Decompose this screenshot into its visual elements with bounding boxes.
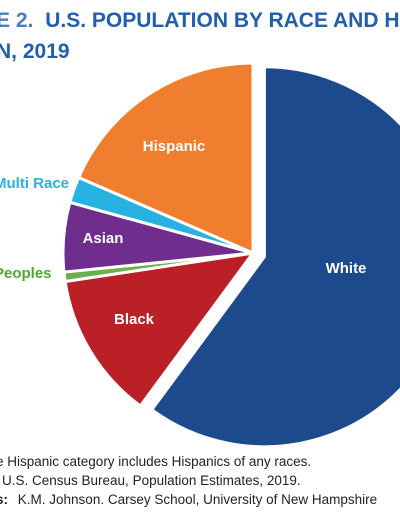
slice-label-peoples: Peoples <box>0 265 52 282</box>
chart-title: E 2. U.S. POPULATION BY RACE AND HISPAN … <box>0 9 400 63</box>
slice-label-black: Black <box>114 311 155 328</box>
slice-label-white: White <box>326 260 367 277</box>
svg-text:E 2. U.S. POPULATION BY: E 2. U.S. POPULATION BY RACE AND HISPAN <box>0 9 400 32</box>
svg-text:s: K.M. Johnson. Carsey: s: K.M. Johnson. Carsey School, Universi… <box>0 492 377 507</box>
slice-label-hispanic: Hispanic <box>143 138 206 155</box>
pie-slice-white <box>150 65 400 449</box>
slice-labels: Hispanic Multi Race Asian Peoples Black … <box>0 138 366 328</box>
footnotes: e Hispanic category includes Hispanics o… <box>0 454 377 507</box>
svg-text:U.S. Census Bureau, Population: U.S. Census Bureau, Population Estimates… <box>2 473 301 488</box>
pie-slice-hispanic <box>77 61 255 255</box>
note-text: e Hispanic category includes Hispanics o… <box>0 454 311 469</box>
credit-label: s: <box>0 492 8 507</box>
title-line-1: U.S. POPULATION BY RACE AND HISPAN <box>45 9 400 32</box>
source-text: U.S. Census Bureau, Population Estimates… <box>2 473 301 488</box>
credit-text: K.M. Johnson. Carsey School, University … <box>18 492 377 507</box>
slice-label-asian: Asian <box>83 230 124 247</box>
title-line-2: N, 2019 <box>0 40 70 63</box>
slice-label-multi-race: Multi Race <box>0 175 69 192</box>
pie-slice-black <box>63 251 255 408</box>
title-prefix: E 2. <box>0 9 33 32</box>
pie-chart <box>61 61 400 449</box>
